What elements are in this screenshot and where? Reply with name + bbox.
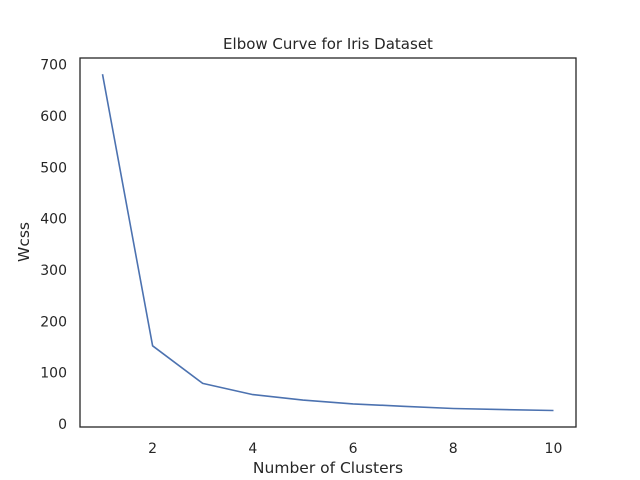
x-tick-label: 10: [545, 441, 563, 457]
x-axis: 2 4 6 8 10: [148, 441, 562, 457]
plot-frame: [79, 57, 577, 428]
y-tick-label: 200: [40, 314, 67, 330]
chart-title: Elbow Curve for Iris Dataset: [223, 35, 433, 53]
y-tick-label: 700: [40, 58, 67, 74]
x-axis-label: Number of Clusters: [253, 459, 403, 477]
y-tick-label: 600: [40, 109, 67, 125]
y-axis-label: Wcss: [15, 222, 33, 262]
y-tick-label: 500: [40, 160, 67, 176]
x-tick-label: 8: [449, 441, 458, 457]
series-line-0: [101, 74, 554, 412]
y-tick-label: 300: [40, 263, 67, 279]
x-tick-label: 2: [148, 441, 157, 457]
y-tick-label: 400: [40, 212, 67, 228]
y-axis: 0 100 200 300 400 500 600 700: [40, 58, 67, 433]
x-tick-label: 6: [349, 441, 358, 457]
y-tick-label: 0: [58, 417, 67, 433]
y-tick-label: 100: [40, 366, 67, 382]
plot-area: [79, 57, 577, 428]
x-tick-label: 4: [248, 441, 257, 457]
